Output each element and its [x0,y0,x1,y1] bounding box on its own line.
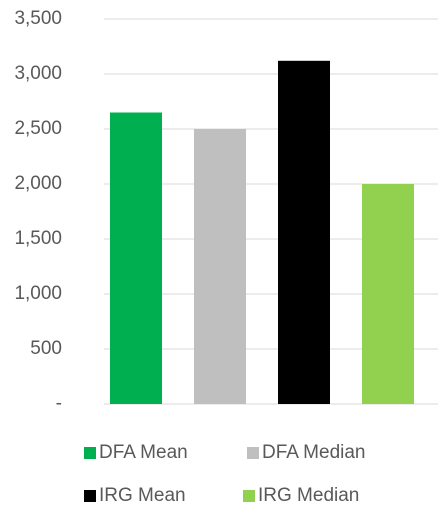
legend-label: DFA Median [262,442,366,463]
bar [110,112,162,404]
y-tick-label: - [56,393,62,414]
y-tick-label: 1,500 [14,228,62,249]
y-tick-label: 2,500 [14,118,62,139]
legend-swatch [243,490,255,502]
legend-swatch [84,447,96,459]
legend-swatch [247,447,259,459]
y-tick-label: 3,500 [14,8,62,29]
legend-label: IRG Mean [99,485,186,506]
legend-label: DFA Mean [99,442,188,463]
bar [362,184,414,404]
bar [194,129,246,404]
y-tick-label: 1,000 [14,283,62,304]
y-tick-label: 500 [30,338,62,359]
y-tick-label: 3,000 [14,63,62,84]
legend-label: IRG Median [258,485,359,506]
legend-swatch [84,490,96,502]
y-tick-label: 2,000 [14,173,62,194]
bar [278,60,330,405]
